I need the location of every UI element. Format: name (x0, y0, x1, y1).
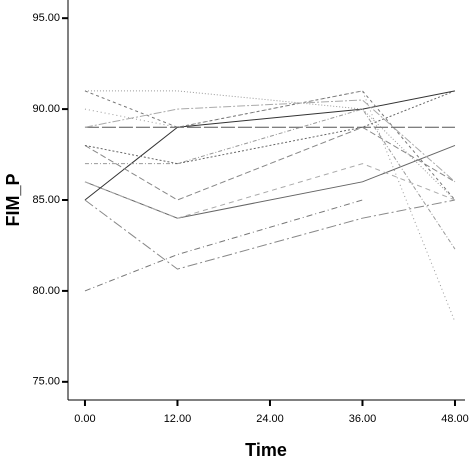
y-tick-label: 90.00 (32, 103, 60, 115)
series-line (84, 90, 456, 323)
y-tick-label: 95.00 (32, 12, 60, 24)
series-line (84, 90, 456, 201)
x-tick-label: 48.00 (441, 413, 469, 425)
x-axis-title: Time (245, 440, 287, 459)
y-axis-title: FIM_P (3, 173, 23, 226)
y-tick-label: 75.00 (32, 376, 60, 388)
x-tick-label: 36.00 (349, 413, 377, 425)
y-tick-label: 85.00 (32, 194, 60, 206)
x-tick-label: 0.00 (74, 413, 95, 425)
series-line (84, 199, 363, 292)
series-line (84, 199, 456, 270)
series-line (84, 90, 456, 165)
x-tick-label: 24.00 (256, 413, 284, 425)
series-line (84, 99, 456, 183)
y-tick-label: 80.00 (32, 285, 60, 297)
x-tick-label: 12.00 (164, 413, 192, 425)
series-line (84, 108, 456, 250)
series-line (84, 163, 456, 219)
